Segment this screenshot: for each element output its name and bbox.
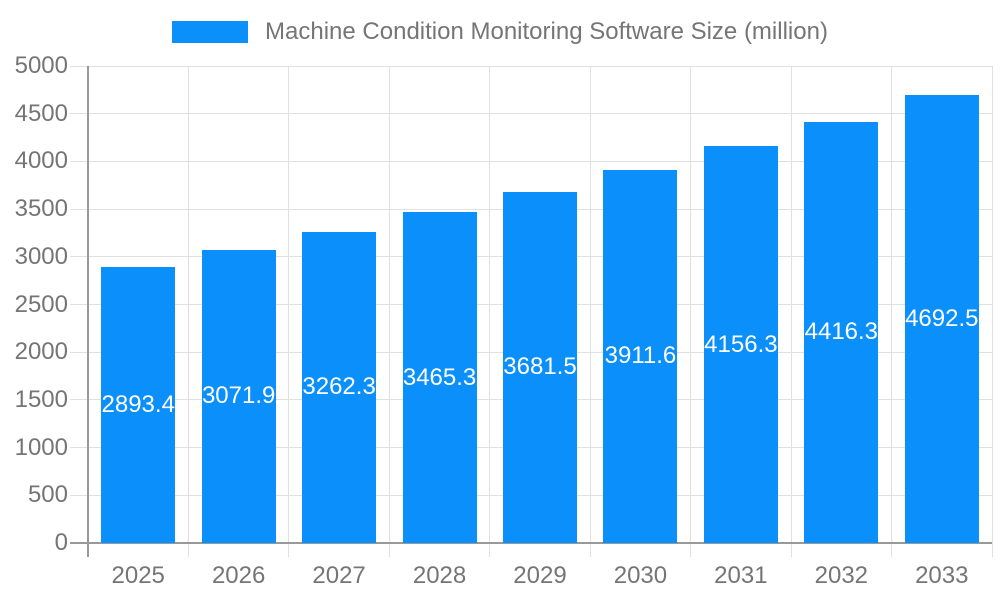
x-tick-label: 2033 (915, 562, 969, 589)
bar-value-label: 4156.3 (704, 330, 778, 358)
y-tick-label: 5000 (14, 52, 68, 79)
y-tick-label: 4000 (14, 147, 68, 175)
legend-swatch (172, 21, 249, 43)
x-gridline (991, 66, 993, 557)
bar-value-label: 4416.3 (804, 318, 879, 346)
x-tick-label: 2028 (412, 562, 467, 589)
y-tick-label: 1500 (14, 385, 68, 413)
x-tick-label: 2026 (211, 562, 266, 589)
bar (302, 231, 377, 543)
bar (402, 212, 477, 543)
x-gridline (388, 66, 390, 557)
y-axis-line (87, 66, 89, 557)
y-tick-label: 1000 (14, 433, 68, 461)
x-gridline (288, 66, 290, 557)
bar-value-label: 3681.5 (503, 353, 577, 381)
bar (804, 121, 879, 543)
x-gridline (790, 66, 792, 557)
x-gridline (489, 66, 491, 557)
bar (201, 249, 276, 543)
x-tick-label: 2032 (814, 562, 869, 589)
y-tick-label: 3500 (14, 195, 68, 223)
x-tick-label: 2025 (111, 562, 165, 589)
bar-value-label: 3465.3 (402, 363, 477, 391)
bar (703, 146, 778, 543)
y-tick-label: 3000 (14, 242, 68, 270)
bar (503, 191, 577, 543)
x-tick-label: 2027 (312, 562, 366, 589)
x-tick-label: 2031 (714, 562, 768, 589)
y-tick-label: 2000 (14, 338, 68, 366)
bar-value-label: 2893.4 (101, 390, 175, 418)
y-gridline (70, 65, 992, 67)
y-tick-label: 2500 (14, 290, 68, 318)
bar-value-label: 3911.6 (604, 342, 677, 370)
bar (603, 169, 678, 543)
bar-value-label: 3262.3 (302, 373, 376, 401)
x-tick-label: 2029 (513, 562, 567, 589)
bar-value-label: 4692.5 (905, 305, 979, 333)
bar (101, 266, 176, 543)
y-tick-label: 0 (54, 529, 68, 556)
bar (904, 95, 979, 543)
bar-value-label: 3071.9 (201, 382, 276, 410)
y-tick-label: 500 (27, 481, 68, 509)
x-gridline (589, 66, 591, 557)
y-gridline (70, 113, 992, 115)
x-gridline (690, 66, 692, 557)
x-gridline (891, 66, 893, 557)
x-tick-label: 2030 (613, 562, 668, 589)
y-gridline (70, 160, 992, 162)
y-tick-label: 4500 (14, 99, 68, 127)
legend[interactable]: Machine Condition Monitoring Software Si… (0, 16, 1000, 48)
legend-label: Machine Condition Monitoring Software Si… (265, 18, 828, 45)
x-gridline (187, 66, 189, 557)
